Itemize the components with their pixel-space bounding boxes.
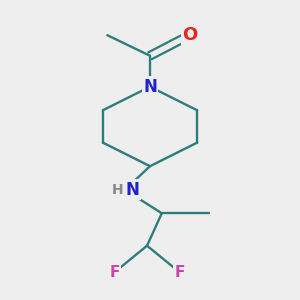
Text: H: H [112, 183, 123, 197]
Text: N: N [143, 78, 157, 96]
Text: N: N [125, 181, 139, 199]
Text: O: O [182, 26, 197, 44]
Text: F: F [110, 265, 120, 280]
Text: F: F [174, 265, 184, 280]
